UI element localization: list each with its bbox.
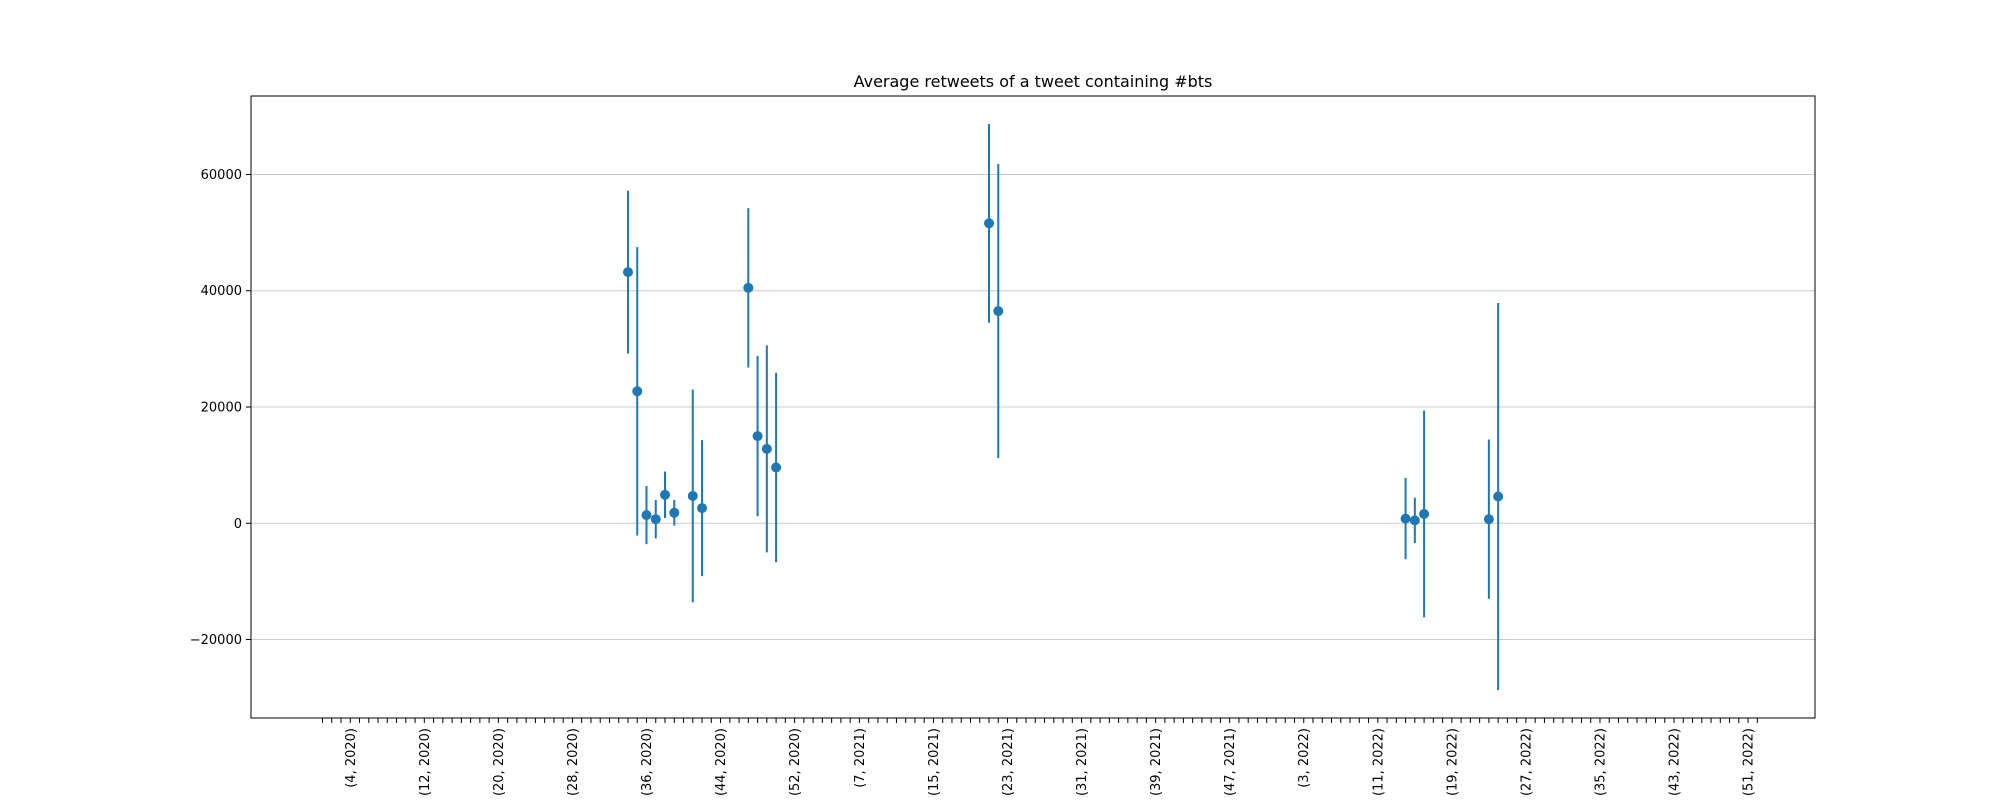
x-tick-label: (7, 2021) xyxy=(853,728,868,788)
data-point xyxy=(1400,513,1411,524)
data-point xyxy=(1409,515,1420,526)
x-tick-label: (23, 2021) xyxy=(1001,728,1016,796)
x-tick-label: (3, 2022) xyxy=(1297,728,1312,788)
data-point xyxy=(669,507,680,518)
x-tick-label: (4, 2020) xyxy=(344,728,359,788)
y-gridlines xyxy=(251,173,1815,641)
data-point xyxy=(632,386,643,397)
x-tick-label: (51, 2022) xyxy=(1742,728,1757,796)
x-tick-label: (27, 2022) xyxy=(1519,728,1534,796)
x-tick-label: (47, 2021) xyxy=(1223,728,1238,796)
data-point xyxy=(984,218,995,229)
x-axis: (4, 2020) (12, 2020) (20, 2020) (28, 2020) (… xyxy=(322,718,1758,796)
chart-title: Average retweets of a tweet containing #… xyxy=(854,72,1213,91)
x-tick-label: (31, 2021) xyxy=(1075,728,1090,796)
y-tick-label: −20000 xyxy=(190,633,242,648)
data-point xyxy=(752,431,763,442)
data-point xyxy=(650,514,661,525)
data-point xyxy=(641,510,652,521)
data-point xyxy=(687,490,698,501)
data-point xyxy=(1419,508,1430,519)
data-point xyxy=(771,462,782,473)
data-point xyxy=(1493,491,1504,502)
y-tick-label: 0 xyxy=(234,517,242,532)
x-tick-label: (35, 2022) xyxy=(1593,728,1608,796)
data-points xyxy=(622,218,1504,526)
data-point xyxy=(660,489,671,500)
x-tick-label: (15, 2021) xyxy=(927,728,942,796)
x-tick-label: (28, 2020) xyxy=(566,728,581,796)
y-tick-label: 20000 xyxy=(201,401,242,416)
y-tick-label: 40000 xyxy=(201,284,242,299)
data-point xyxy=(697,503,708,514)
x-tick-label: (20, 2020) xyxy=(492,728,507,796)
x-tick-label: (52, 2020) xyxy=(788,728,803,796)
data-point xyxy=(1483,514,1494,525)
data-point xyxy=(622,267,633,278)
x-tick-label: (44, 2020) xyxy=(714,728,729,796)
x-tick-label: (43, 2022) xyxy=(1668,728,1683,796)
x-tick-label: (39, 2021) xyxy=(1149,728,1164,796)
data-point xyxy=(761,443,772,454)
x-tick-label: (12, 2020) xyxy=(418,728,433,796)
plot-frame xyxy=(250,95,1816,719)
x-tick-label: (36, 2020) xyxy=(640,728,655,796)
y-tick-label: 60000 xyxy=(201,168,242,183)
data-point xyxy=(993,306,1004,317)
y-axis: −20000 0 20000 40000 60000 xyxy=(190,168,251,648)
x-tick-label: (11, 2022) xyxy=(1371,728,1386,796)
data-point xyxy=(743,282,754,293)
x-tick-label: (19, 2022) xyxy=(1445,728,1460,796)
